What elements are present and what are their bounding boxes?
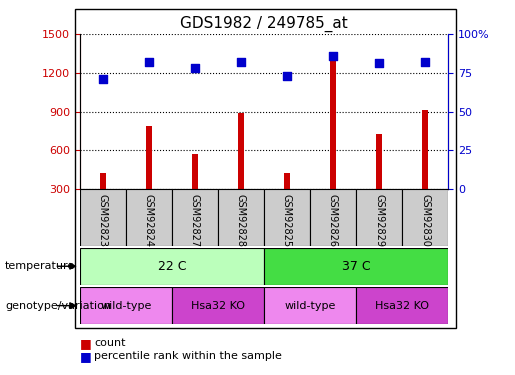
Text: count: count — [94, 338, 126, 348]
Point — [283, 73, 291, 79]
Title: GDS1982 / 249785_at: GDS1982 / 249785_at — [180, 16, 348, 32]
Bar — [172, 189, 218, 246]
Text: GSM92823: GSM92823 — [98, 194, 108, 247]
Text: Hsa32 KO: Hsa32 KO — [375, 301, 429, 310]
Bar — [284, 172, 290, 189]
Text: ■: ■ — [80, 337, 92, 350]
Point — [237, 59, 245, 65]
Text: GSM92829: GSM92829 — [374, 194, 384, 247]
Bar — [192, 154, 198, 189]
Text: temperature: temperature — [5, 261, 75, 271]
Bar — [330, 61, 336, 189]
Bar — [80, 287, 172, 324]
Text: GSM92830: GSM92830 — [420, 194, 430, 247]
Text: wild-type: wild-type — [100, 301, 151, 310]
Point — [421, 59, 429, 65]
Point — [99, 76, 107, 82]
Text: 37 C: 37 C — [341, 260, 370, 273]
Bar — [80, 248, 264, 285]
Text: GSM92824: GSM92824 — [144, 194, 154, 247]
Point — [329, 53, 337, 58]
Bar — [172, 287, 264, 324]
Bar — [218, 189, 264, 246]
Bar — [422, 110, 428, 189]
Point — [145, 59, 153, 65]
Bar — [356, 189, 402, 246]
Point — [375, 60, 383, 66]
Bar — [238, 113, 244, 189]
Bar — [310, 189, 356, 246]
Bar — [264, 248, 448, 285]
Text: percentile rank within the sample: percentile rank within the sample — [94, 351, 282, 361]
Bar — [264, 287, 356, 324]
Text: GSM92827: GSM92827 — [190, 194, 200, 247]
Text: GSM92825: GSM92825 — [282, 194, 292, 247]
Bar — [264, 189, 310, 246]
Bar — [80, 189, 126, 246]
Text: genotype/variation: genotype/variation — [5, 301, 111, 310]
Bar — [402, 189, 448, 246]
Text: GSM92828: GSM92828 — [236, 194, 246, 247]
Bar — [100, 172, 106, 189]
Text: ■: ■ — [80, 350, 92, 363]
Bar — [376, 134, 382, 189]
Text: 22 C: 22 C — [158, 260, 186, 273]
Text: GSM92826: GSM92826 — [328, 194, 338, 247]
Text: wild-type: wild-type — [284, 301, 336, 310]
Bar — [126, 189, 172, 246]
Bar — [356, 287, 448, 324]
Text: Hsa32 KO: Hsa32 KO — [191, 301, 245, 310]
Bar — [146, 126, 151, 189]
Point — [191, 65, 199, 71]
